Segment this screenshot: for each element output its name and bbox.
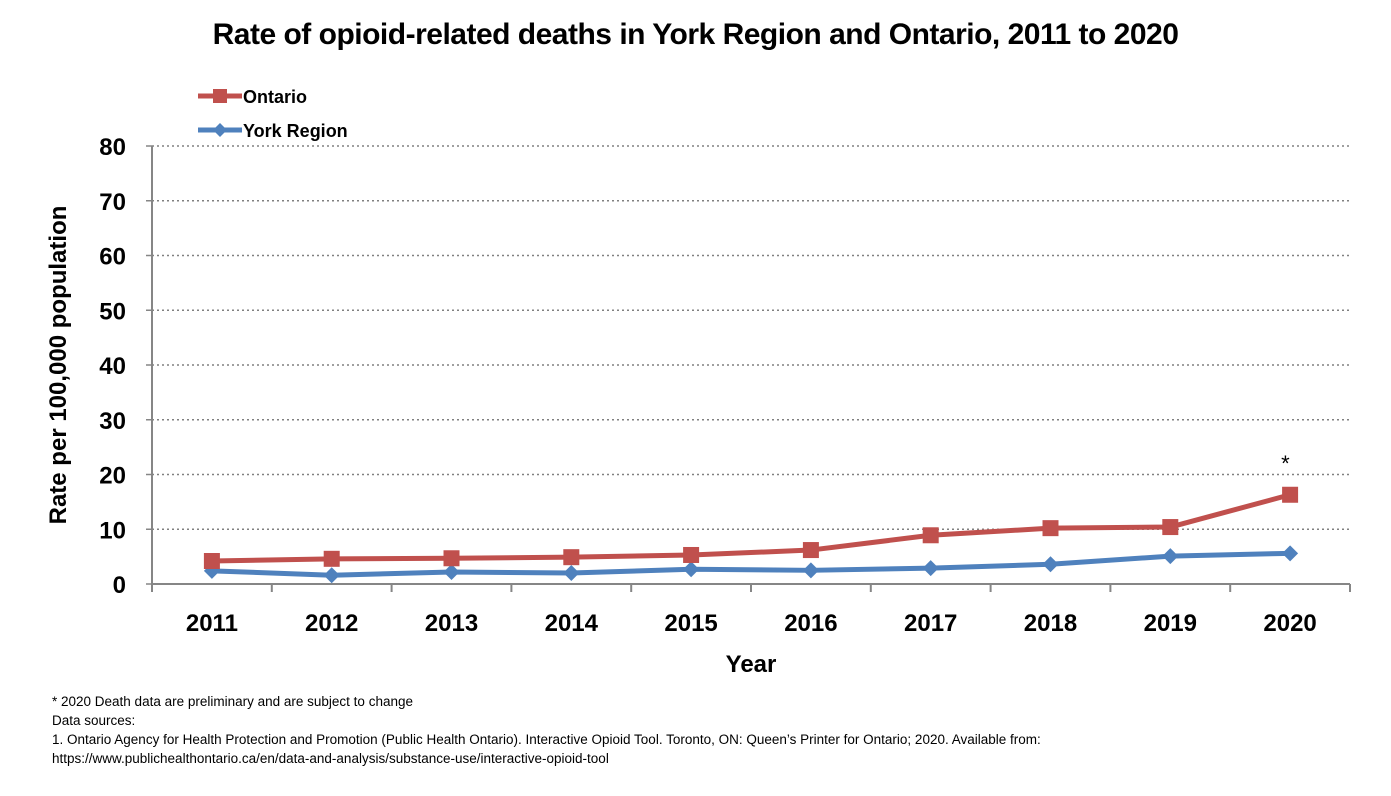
chart-title: Rate of opioid-related deaths in York Re…: [212, 18, 1179, 51]
x-tick-label: 2018: [1024, 610, 1077, 637]
data-point: [1282, 486, 1299, 503]
data-point: [802, 562, 819, 579]
data-point: [323, 567, 340, 584]
y-tick-label: 50: [99, 298, 126, 325]
data-point: [922, 560, 939, 577]
data-point: [443, 550, 460, 567]
data-point: [1162, 519, 1179, 536]
data-point: [1042, 520, 1059, 537]
data-point: [683, 561, 700, 578]
footnote-preliminary: * 2020 Death data are preliminary and ar…: [52, 694, 413, 709]
data-point: [563, 549, 580, 566]
axes: [146, 145, 1351, 592]
legend-marker-square-icon: [213, 89, 227, 103]
legend: Ontario York Region: [198, 87, 348, 141]
legend-label: Ontario: [243, 87, 307, 107]
annotations-layer: *: [1281, 451, 1290, 476]
series-york-region: [203, 545, 1299, 584]
x-tick-label: 2016: [784, 610, 837, 637]
x-tick-label: 2014: [545, 610, 599, 637]
legend-item-york-region: York Region: [198, 121, 348, 141]
y-tick-label: 20: [99, 463, 126, 490]
y-tick-label: 10: [99, 517, 126, 544]
x-tick-label: 2015: [664, 610, 717, 637]
data-point: [922, 527, 939, 544]
data-point: [563, 565, 580, 582]
legend-label: York Region: [243, 121, 348, 141]
y-tick-label: 40: [99, 353, 126, 380]
gridlines: [152, 145, 1350, 531]
legend-item-ontario: Ontario: [198, 87, 307, 107]
data-point: [1162, 548, 1179, 565]
data-point: [802, 542, 819, 559]
data-point: [323, 550, 340, 567]
y-tick-label: 0: [113, 572, 126, 599]
series-layer: [203, 486, 1299, 584]
data-point: [203, 553, 220, 570]
x-tick-label: 2011: [186, 610, 238, 637]
series-line: [211, 550, 1291, 578]
series-line: [211, 492, 1291, 564]
x-tick-label: 2013: [425, 610, 478, 637]
y-tick-label: 60: [99, 244, 126, 271]
data-point: [443, 563, 460, 580]
series-ontario: [203, 486, 1299, 570]
y-tick-labels: 0 10 20 30 40 50 60 70 80: [99, 134, 126, 599]
data-point: [683, 546, 700, 563]
y-tick-label: 70: [99, 189, 126, 216]
x-tick-label: 2012: [305, 610, 358, 637]
legend-marker-diamond-icon: [213, 123, 227, 137]
x-axis-label: Year: [726, 651, 777, 678]
footnote-source-url[interactable]: https://www.publichealthontario.ca/en/da…: [52, 751, 609, 766]
x-tick-labels: 2011 2012 2013 2014 2015 2016 2017 2018 2019 2020: [186, 610, 1317, 637]
y-tick-label: 80: [99, 134, 126, 161]
footnotes: * 2020 Death data are preliminary and ar…: [52, 692, 1041, 768]
annotation-asterisk: *: [1281, 451, 1290, 476]
x-tick-label: 2019: [1144, 610, 1197, 637]
x-tick-label: 2020: [1263, 610, 1316, 637]
data-point: [1042, 556, 1059, 573]
data-point: [1282, 545, 1299, 562]
x-tick-label: 2017: [904, 610, 957, 637]
y-axis-label: Rate per 100,000 population: [45, 206, 72, 525]
y-tick-label: 30: [99, 408, 126, 435]
footnote-source-citation: 1. Ontario Agency for Health Protection …: [52, 732, 1041, 747]
footnote-sources-heading: Data sources:: [52, 713, 136, 728]
